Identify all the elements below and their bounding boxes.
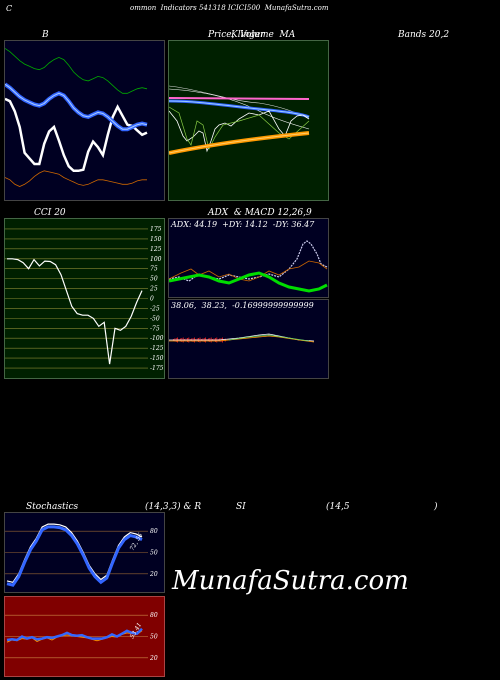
y-tick-label: 20 bbox=[149, 571, 158, 578]
klinger-overlap-label: Klinger bbox=[231, 30, 265, 40]
y-tick-label: 100 bbox=[150, 256, 162, 263]
y-tick-label: 50 bbox=[150, 550, 158, 557]
price-line bbox=[169, 110, 310, 153]
macd-green-line bbox=[228, 334, 310, 342]
brand-watermark: MunafaSutra.com bbox=[172, 566, 409, 596]
adx-values: ADX: 44.19 +DY: 14.12 -DY: 36.47 bbox=[171, 220, 315, 229]
cci-line bbox=[7, 258, 143, 365]
bollinger-label: B bbox=[42, 30, 49, 40]
macd-signal-line bbox=[169, 335, 315, 343]
y-tick-label: 80 bbox=[150, 612, 158, 619]
macd-values: 38.06, 38.23, -0.16999999999999 bbox=[171, 301, 314, 310]
rsi-panel: 80 50 20 53.41 bbox=[4, 596, 165, 677]
rsi-params: (14,5 bbox=[326, 502, 350, 512]
macd-hist-bar bbox=[223, 339, 225, 341]
y-tick-label: -50 bbox=[150, 315, 160, 322]
ma-pink bbox=[169, 97, 310, 100]
y-tick-label: 150 bbox=[150, 236, 162, 243]
adx-chart bbox=[169, 240, 328, 293]
price-ma-panel bbox=[168, 40, 329, 201]
macd-chart bbox=[169, 333, 315, 343]
y-tick-label: 0 bbox=[150, 296, 154, 303]
cci-label: CCI 20 bbox=[34, 208, 66, 218]
bands-label: Bands 20,2 bbox=[398, 30, 450, 40]
y-tick-label: -100 bbox=[150, 335, 164, 342]
y-tick-label: -175 bbox=[150, 365, 164, 372]
y-tick-label: 25 bbox=[149, 286, 158, 293]
y-tick-label: 125 bbox=[150, 246, 162, 253]
stochastics-panel: 80 50 20 72, 56 bbox=[4, 512, 165, 593]
header-title: ommon Indicators 541318 ICICI500 MunafaS… bbox=[130, 4, 329, 12]
cci-panel: 175 150 125 100 75 50 25 0 -25 -50 -75 -100 -125 -150… bbox=[4, 218, 165, 379]
macd-panel: 38.06, 38.23, -0.16999999999999 bbox=[168, 299, 329, 379]
y-tick-label: 80 bbox=[150, 528, 158, 535]
stochastics-params: (14,3,3) & R bbox=[145, 502, 202, 512]
y-tick-label: 20 bbox=[149, 655, 158, 662]
y-tick-label: 50 bbox=[150, 276, 158, 283]
y-tick-label: -125 bbox=[150, 345, 164, 352]
price-ma-lines bbox=[169, 85, 310, 155]
y-tick-label: 50 bbox=[150, 634, 158, 641]
header-title-left: C bbox=[6, 4, 13, 13]
rsi-blue-line bbox=[6, 627, 143, 642]
y-tick-label: -150 bbox=[150, 355, 164, 362]
adx-macd-label: ADX & MACD 12,26,9 bbox=[208, 208, 312, 218]
ma-blue bbox=[169, 99, 310, 119]
price-green-line bbox=[169, 106, 310, 151]
upper-band-line bbox=[5, 48, 148, 94]
adx-panel: ADX: 44.19 +DY: 14.12 -DY: 36.47 bbox=[168, 218, 329, 298]
stoch-d-line bbox=[6, 525, 143, 587]
lower-band-line bbox=[5, 170, 147, 187]
ma-blue-inner bbox=[169, 100, 310, 118]
y-tick-label: -25 bbox=[150, 305, 160, 312]
middle-band-highlight bbox=[5, 83, 148, 130]
bollinger-panel bbox=[4, 40, 165, 201]
macd-line bbox=[169, 333, 315, 342]
cci-chart: 175 150 125 100 75 50 25 0 -25 -50 -75 -100 -125 -150… bbox=[5, 226, 164, 372]
stochastics-label: Stochastics bbox=[26, 502, 79, 512]
rsi-close-paren: ) bbox=[434, 502, 438, 512]
price-line bbox=[5, 97, 148, 173]
adx-green-line bbox=[169, 271, 328, 293]
rsi-label: SI bbox=[236, 502, 246, 512]
y-tick-label: 75 bbox=[150, 266, 158, 273]
ma-orange-inner bbox=[169, 132, 310, 154]
adx-orange-line bbox=[169, 260, 328, 282]
price-volume-label: Price, Volume MA bbox=[208, 30, 296, 40]
bollinger-chart bbox=[5, 48, 148, 187]
price-ma-chart bbox=[169, 85, 310, 155]
y-tick-label: 175 bbox=[150, 226, 162, 233]
ma-white-thin-1 bbox=[169, 88, 310, 130]
y-tick-label: -75 bbox=[150, 325, 160, 332]
